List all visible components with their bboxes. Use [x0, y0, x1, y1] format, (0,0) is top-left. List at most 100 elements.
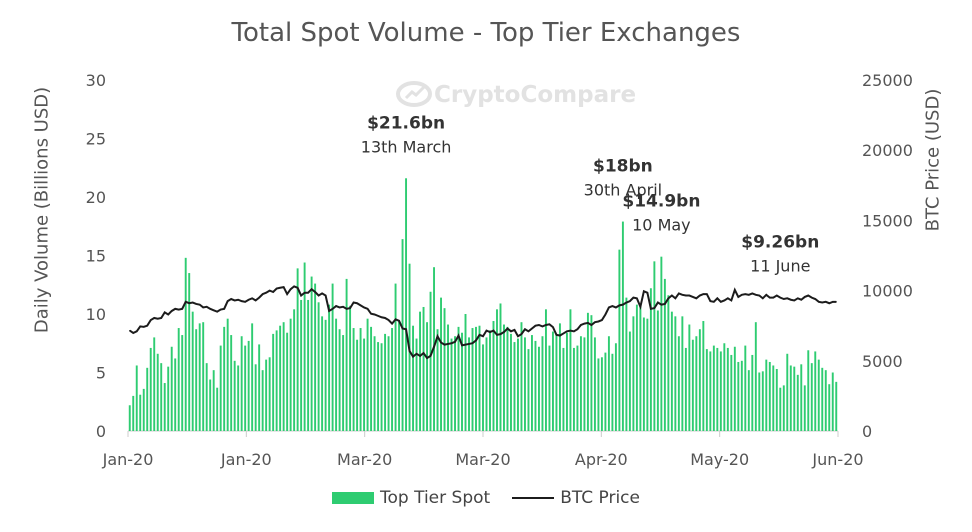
btc-price-point	[622, 304, 624, 306]
y-right-tick-label: 15000	[862, 211, 913, 230]
btc-price-point	[636, 297, 638, 299]
btc-price-point	[380, 316, 383, 318]
x-tick-label: Jan-20	[102, 450, 154, 469]
bar	[272, 333, 275, 431]
bar	[607, 336, 610, 431]
bar	[167, 366, 170, 431]
legend-item-top-tier-spot[interactable]: Top Tier Spot	[332, 488, 490, 508]
bar	[363, 338, 366, 431]
bar	[684, 347, 687, 431]
btc-price-point	[426, 357, 428, 359]
bar	[775, 368, 778, 431]
btc-price-point	[800, 299, 802, 301]
btc-price-point	[199, 304, 201, 306]
bar	[244, 345, 247, 431]
btc-price-point	[660, 304, 662, 306]
btc-price-point	[566, 330, 568, 332]
bar	[160, 363, 163, 431]
btc-price-point	[272, 291, 274, 293]
bar	[555, 335, 558, 431]
btc-price-point	[447, 343, 449, 345]
btc-price-point	[223, 308, 225, 310]
bar	[240, 336, 243, 431]
bar	[705, 349, 708, 431]
btc-price-point	[370, 313, 372, 315]
btc-price-point	[604, 313, 607, 316]
bar	[712, 345, 715, 431]
btc-price-point	[611, 305, 614, 307]
bar	[779, 387, 782, 431]
bar	[265, 359, 268, 431]
bar	[139, 394, 142, 431]
bar	[303, 262, 306, 431]
bar	[307, 299, 310, 431]
bar	[156, 353, 159, 431]
bar	[824, 370, 827, 431]
btc-price-point	[520, 333, 523, 335]
bar	[817, 359, 820, 431]
bar	[506, 326, 509, 431]
bar	[527, 349, 530, 431]
bar	[289, 318, 292, 431]
watermark: CryptoCompare	[396, 81, 636, 108]
bar	[517, 338, 519, 431]
bar	[286, 332, 289, 431]
btc-price-point	[174, 308, 176, 310]
bar	[758, 372, 761, 431]
x-tick-label: Mar-20	[455, 450, 510, 469]
annotation-value: $21.6bn	[367, 113, 445, 133]
btc-price-point	[269, 290, 271, 292]
bar	[366, 318, 369, 431]
btc-price-point	[356, 302, 358, 304]
btc-price-point	[206, 306, 208, 308]
bar	[628, 331, 631, 431]
bar	[128, 405, 131, 431]
bar	[188, 273, 191, 431]
bar	[212, 370, 215, 431]
bar	[656, 310, 659, 431]
btc-price-point	[401, 327, 404, 330]
bar	[821, 367, 824, 431]
bar	[548, 345, 551, 431]
bar	[600, 357, 603, 431]
btc-price-point	[321, 292, 323, 295]
y-left-tick-label: 30	[86, 71, 106, 90]
btc-price-point	[496, 334, 498, 336]
bar	[489, 330, 491, 431]
btc-price-point	[349, 307, 351, 309]
bar	[810, 363, 813, 431]
btc-price-point	[181, 308, 183, 310]
btc-price-point	[650, 308, 652, 310]
btc-price-point	[702, 293, 704, 295]
bar	[198, 323, 201, 431]
btc-price-point	[541, 325, 544, 327]
bar	[793, 366, 796, 431]
btc-price-point	[695, 297, 697, 299]
bar	[405, 178, 408, 431]
legend-item-btc-price[interactable]: BTC Price	[512, 488, 640, 508]
btc-price-point	[828, 302, 830, 304]
btc-price-point	[248, 299, 250, 301]
btc-price-point	[471, 342, 474, 344]
bar	[195, 329, 198, 431]
bar	[835, 381, 838, 431]
btc-price-point	[227, 300, 229, 302]
bar	[531, 335, 533, 431]
btc-price-point	[744, 293, 746, 295]
bar	[828, 384, 831, 431]
btc-price-point	[230, 298, 232, 300]
btc-price-point	[283, 286, 285, 288]
bar	[541, 336, 544, 431]
btc-price-point	[464, 344, 467, 346]
bar	[632, 316, 635, 431]
btc-price-point	[692, 296, 694, 298]
bar	[635, 304, 638, 431]
y-left-tick-label: 20	[86, 188, 106, 207]
btc-price-point	[555, 334, 558, 336]
btc-price-point	[195, 303, 197, 305]
btc-price-point	[807, 294, 809, 297]
btc-price-point	[706, 293, 708, 295]
btc-price-point	[720, 301, 722, 303]
btc-price-point	[429, 355, 432, 357]
bar	[349, 305, 352, 431]
